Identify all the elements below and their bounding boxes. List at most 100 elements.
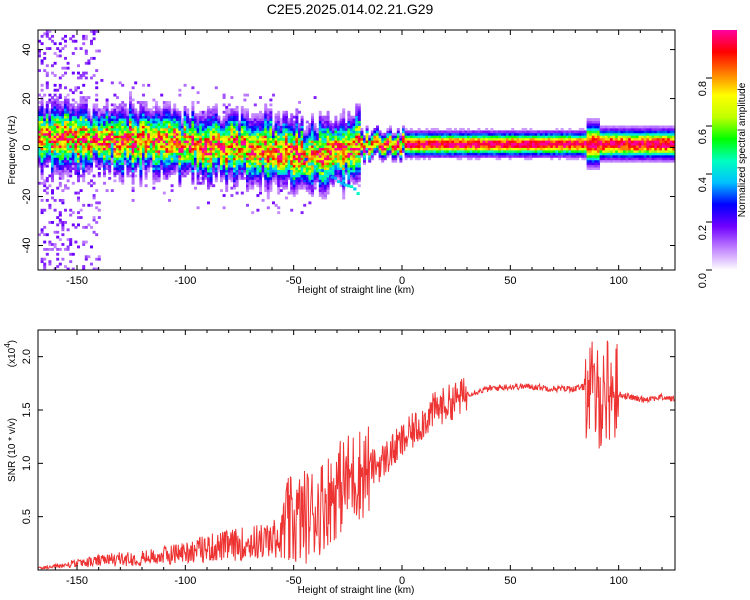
spectrogram-cell	[350, 164, 353, 168]
spectrogram-cell	[105, 167, 109, 170]
spectrogram-cell	[58, 211, 62, 215]
spectrogram-cell	[347, 172, 351, 175]
spectrogram-cell	[48, 137, 52, 141]
spectrogram-cell	[155, 140, 158, 144]
spectrogram-cell	[230, 108, 234, 112]
spectrogram-cell	[329, 130, 333, 134]
spectrogram-cell	[209, 115, 213, 119]
spectrogram-cell	[134, 145, 138, 148]
spectrogram-cell	[287, 118, 291, 122]
spectrogram-cell	[183, 147, 187, 151]
spectrogram-cell	[136, 130, 140, 134]
spectrogram-cell	[259, 115, 262, 119]
spectrogram-cell	[209, 181, 213, 185]
spectrogram-cell	[550, 140, 554, 144]
spectrogram-cell	[131, 152, 135, 156]
spectrogram-cell	[259, 96, 262, 99]
spectrogram-cell	[212, 115, 216, 119]
spectrogram-cell	[84, 164, 88, 168]
spectrogram-cell	[157, 157, 161, 161]
spectrogram-cell	[204, 157, 208, 161]
spectrogram-cell	[532, 132, 535, 136]
spectrogram-cell	[248, 167, 252, 170]
spectrogram-cell	[524, 130, 528, 134]
spectrogram-cell	[339, 176, 343, 180]
spectrogram-cell	[269, 157, 273, 161]
spectrogram-cell	[235, 135, 239, 139]
spectrogram-cell	[40, 157, 44, 161]
spectrogram-cell	[214, 115, 218, 119]
spectrogram-cell	[45, 137, 49, 141]
spectrogram-cell	[222, 103, 226, 107]
spectrogram-cell	[402, 130, 405, 134]
spectrogram-cell	[64, 265, 67, 268]
spectrogram-cell	[165, 137, 169, 141]
spectrogram-cell	[329, 181, 333, 185]
spectrogram-cell	[292, 125, 296, 129]
spectrogram-cell	[178, 93, 182, 97]
spectrogram-cell	[508, 150, 512, 153]
spectrogram-cell	[298, 147, 301, 151]
spectrogram-cell	[360, 127, 364, 131]
spectrogram-cell	[214, 176, 218, 180]
spectrogram-cell	[142, 132, 145, 136]
spectrogram-cell	[90, 184, 93, 188]
spectrogram-cell	[173, 142, 177, 146]
spectrogram-cell	[71, 103, 75, 107]
spectrogram-cell	[61, 130, 65, 134]
spectrogram-cell	[129, 132, 132, 136]
spectrogram-cell	[162, 123, 166, 126]
spectrogram-cell	[266, 125, 270, 129]
spectrogram-cell	[537, 150, 541, 153]
spectrogram-cell	[212, 164, 216, 168]
spectrogram-cell	[217, 164, 221, 168]
spectrogram-cell	[326, 137, 330, 141]
spectrogram-cell	[186, 132, 190, 136]
spectrogram-cell	[256, 115, 260, 119]
spectrogram-cell	[350, 115, 353, 119]
spectrogram-cell	[116, 164, 119, 168]
spectrogram-cell	[542, 145, 546, 148]
spectrogram-cell	[246, 150, 249, 153]
spectrogram-cell	[45, 30, 49, 33]
spectrogram-cell	[329, 152, 333, 156]
spectrogram-cell	[51, 115, 54, 119]
spectrogram-cell	[519, 140, 522, 144]
spectrogram-cell	[248, 157, 252, 161]
spectrogram-cell	[199, 154, 203, 158]
spectrogram-cell	[316, 147, 320, 151]
spectrogram-cell	[199, 152, 203, 156]
spectrogram-cell	[326, 113, 330, 117]
spectrogram-cell	[365, 150, 369, 153]
spectrogram-cell	[342, 169, 346, 173]
spectrogram-cell	[51, 154, 54, 158]
spectrogram-cell	[357, 123, 361, 126]
spectrogram-cell	[168, 167, 171, 170]
spectrogram-cell	[199, 113, 203, 117]
spectrogram-cell	[261, 154, 265, 158]
spectrogram-cell	[144, 167, 148, 170]
spectrogram-cell	[238, 140, 242, 144]
spectrogram-cell	[248, 172, 252, 175]
spectrogram-cell	[412, 147, 416, 151]
spectrogram-cell	[464, 142, 468, 146]
spectrogram-cell	[92, 174, 96, 178]
spectrogram-cell	[339, 142, 343, 146]
spectrogram-cell	[149, 140, 153, 144]
spectrogram-cell	[264, 123, 268, 126]
spectrogram-cell	[58, 150, 62, 153]
spectrogram-cell	[64, 108, 67, 112]
spectrogram-cell	[61, 147, 65, 151]
spectrogram-cell	[227, 123, 231, 126]
spectrogram-cell	[259, 135, 262, 139]
spectrogram-cell	[214, 132, 218, 136]
spectrogram-cell	[186, 142, 190, 146]
spectrogram-cell	[381, 157, 385, 161]
spectrogram-cell	[571, 132, 574, 136]
spectrogram-cell	[446, 130, 450, 134]
spectrogram-cell	[313, 142, 317, 146]
spectrogram-cell	[290, 137, 294, 141]
spectrogram-cell	[51, 110, 54, 114]
spectrogram-cell	[446, 147, 450, 151]
spectrogram-cell	[97, 159, 101, 163]
